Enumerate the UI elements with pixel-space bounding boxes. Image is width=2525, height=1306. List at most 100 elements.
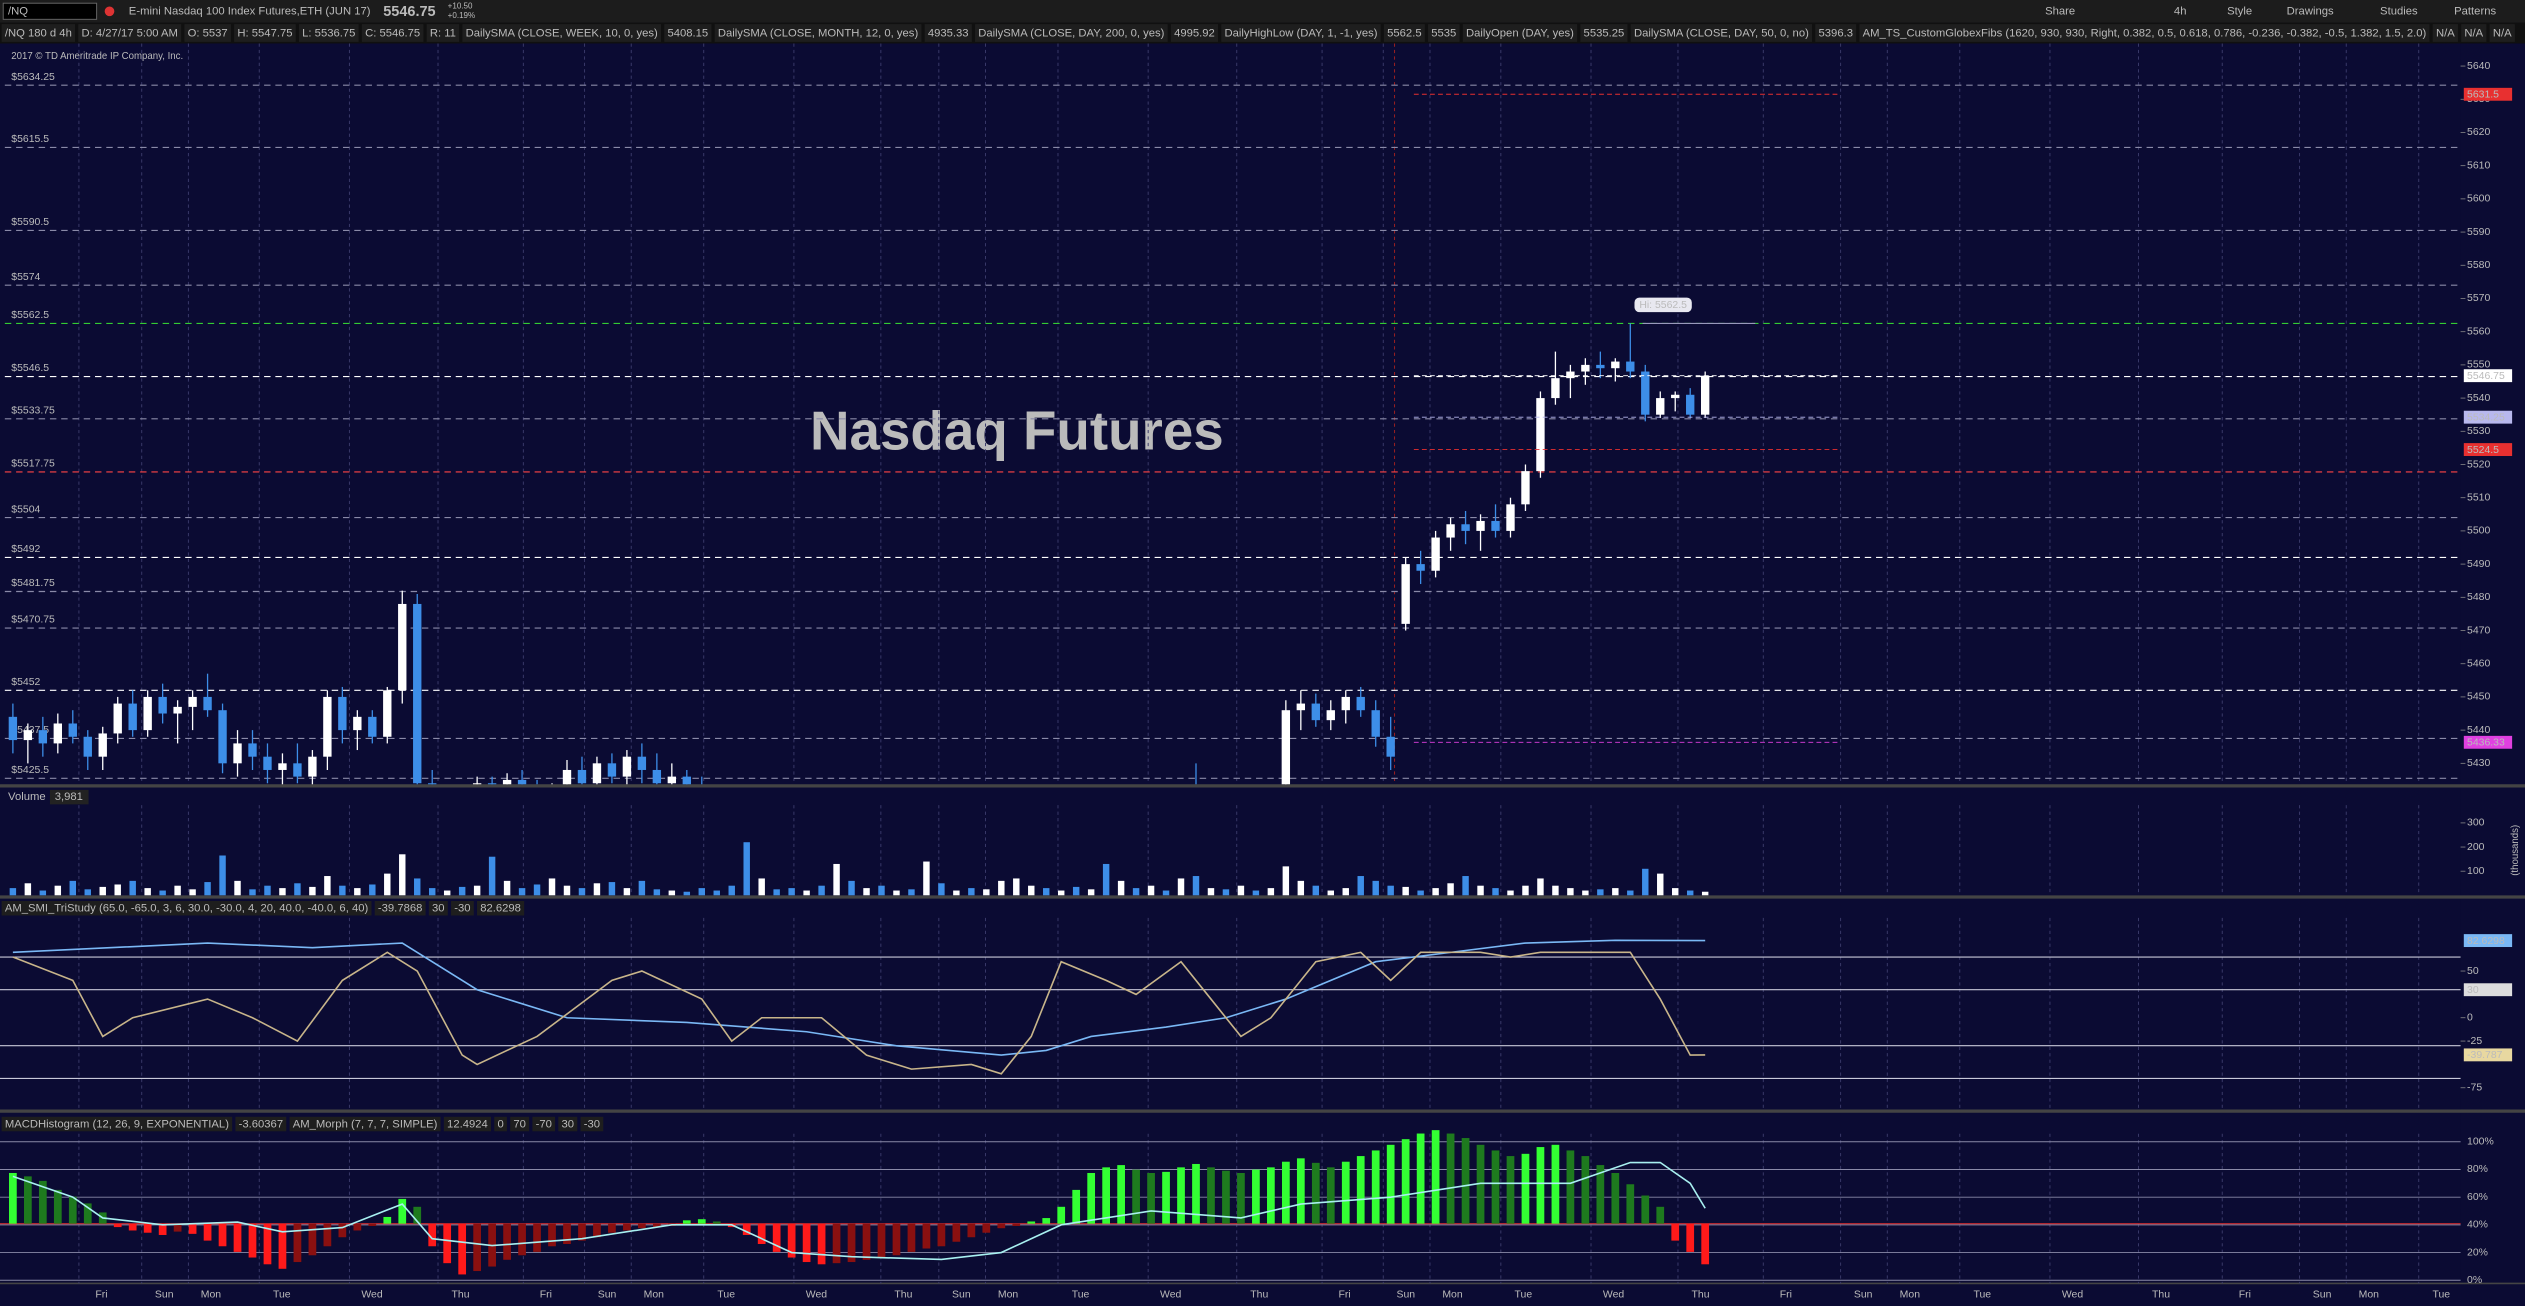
histogram-bar bbox=[1596, 1165, 1605, 1224]
candle-body bbox=[83, 736, 92, 757]
candle-body bbox=[428, 783, 437, 785]
histogram-bar bbox=[922, 1223, 931, 1249]
smi-fast-line bbox=[12, 951, 1706, 1075]
y-tick-label: 80% bbox=[2467, 1164, 2488, 1175]
histogram-bar bbox=[1296, 1158, 1305, 1224]
volume-bar bbox=[1327, 890, 1334, 896]
candle-body bbox=[622, 756, 632, 777]
y-tick-label: -25 bbox=[2467, 1036, 2482, 1047]
description: E-mini Nasdaq 100 Index Futures,ETH (JUN… bbox=[129, 6, 371, 18]
toolbar-button[interactable]: Studies bbox=[2380, 6, 2418, 18]
smi-slow-line bbox=[12, 939, 1706, 1056]
histogram-bar bbox=[862, 1223, 871, 1260]
candle-body bbox=[577, 769, 587, 784]
histogram-bar bbox=[1281, 1161, 1290, 1224]
readout-box bbox=[664, 24, 712, 42]
histogram-bar bbox=[1162, 1171, 1170, 1224]
candle-body bbox=[23, 730, 33, 741]
histogram-bar bbox=[1012, 1223, 1021, 1226]
readout-box bbox=[580, 1116, 604, 1132]
volume-bar bbox=[1432, 888, 1439, 896]
volume-bar bbox=[1237, 885, 1245, 896]
volume-bar bbox=[1492, 888, 1499, 896]
candle-body bbox=[1461, 524, 1470, 531]
readout-box bbox=[1859, 24, 2430, 42]
symbol-input[interactable] bbox=[2, 2, 98, 20]
symbol[interactable]: /NQ bbox=[8, 6, 28, 18]
histogram-bar bbox=[638, 1223, 646, 1229]
candle-body bbox=[173, 706, 182, 714]
histogram-bar bbox=[1192, 1163, 1200, 1224]
level-label: $5481.75 bbox=[11, 578, 55, 589]
volume-bar bbox=[773, 889, 780, 896]
histogram-bar bbox=[413, 1206, 422, 1224]
histogram-bar bbox=[338, 1223, 347, 1238]
histogram-bar bbox=[1431, 1130, 1440, 1224]
candle-body bbox=[188, 696, 197, 707]
price-marker bbox=[2463, 87, 2513, 101]
readout: 70 bbox=[513, 1118, 526, 1130]
histogram-bar bbox=[1132, 1169, 1140, 1224]
histogram-bar bbox=[1461, 1138, 1470, 1224]
volume-bar bbox=[863, 888, 870, 896]
volume-bar bbox=[683, 891, 691, 896]
toolbar-button[interactable]: Drawings bbox=[2287, 6, 2334, 18]
volume-bar bbox=[1417, 890, 1424, 896]
volume-bar bbox=[189, 889, 196, 896]
readout-box bbox=[426, 24, 460, 42]
histogram-bar bbox=[952, 1223, 961, 1242]
histogram-bar bbox=[652, 1223, 661, 1228]
readout: -30 bbox=[454, 903, 470, 915]
volume-bar bbox=[608, 882, 616, 896]
histogram-bar bbox=[593, 1223, 601, 1238]
histogram-bar bbox=[173, 1223, 182, 1232]
volume-bar bbox=[923, 861, 930, 896]
x-tick-label: Mon bbox=[644, 1289, 665, 1300]
candle-body bbox=[1401, 564, 1410, 624]
y-tick-label: 5490 bbox=[2467, 559, 2490, 570]
volume-bar bbox=[54, 885, 62, 896]
x-tick-label: Mon bbox=[1442, 1289, 1463, 1300]
volume-bar bbox=[1087, 889, 1095, 896]
readout: AM_SMI_TriStudy (65.0, -65.0, 3, 6, 30.0… bbox=[5, 903, 369, 915]
volume-bar bbox=[1043, 888, 1050, 896]
volume-bar bbox=[1312, 885, 1320, 896]
readout-box bbox=[1580, 24, 1628, 42]
link-dot[interactable] bbox=[104, 6, 115, 17]
histogram-bar bbox=[1087, 1172, 1096, 1224]
volume-bar bbox=[399, 854, 406, 896]
toolbar-button[interactable]: Patterns bbox=[2454, 6, 2496, 18]
y-tick-label: 5600 bbox=[2467, 194, 2490, 205]
histogram-bar bbox=[428, 1223, 437, 1247]
candle-body bbox=[143, 696, 152, 731]
level-label: $5562.5 bbox=[11, 310, 49, 321]
histogram-bar bbox=[802, 1223, 811, 1263]
candle-body bbox=[1281, 710, 1291, 785]
x-tick-label: Thu bbox=[1250, 1289, 1268, 1300]
histogram-bar bbox=[967, 1223, 976, 1238]
volume-bar bbox=[1177, 878, 1185, 896]
volume-bar bbox=[698, 888, 706, 896]
toolbar bbox=[0, 0, 2525, 23]
toolbar-button[interactable]: Share bbox=[2045, 6, 2075, 18]
volume-bar bbox=[818, 885, 825, 896]
candle-body bbox=[233, 743, 242, 764]
volume-bar bbox=[743, 842, 750, 896]
candle-body bbox=[1671, 394, 1680, 399]
price-marker bbox=[2463, 443, 2513, 456]
volume-bar bbox=[443, 890, 451, 896]
volume-bar bbox=[1057, 890, 1065, 896]
readout: R: 11 bbox=[430, 27, 456, 39]
y-tick-label: 0 bbox=[2467, 1012, 2473, 1023]
volume-axis-label: (thousands) bbox=[2510, 825, 2521, 876]
toolbar-button[interactable]: 4h bbox=[2174, 6, 2187, 18]
x-tick-label: Fri bbox=[540, 1289, 552, 1300]
toolbar-button[interactable]: Style bbox=[2227, 6, 2252, 18]
histogram-bar bbox=[742, 1223, 751, 1235]
y-tick-label: 5430 bbox=[2467, 758, 2490, 769]
volume-bar bbox=[144, 888, 151, 896]
histogram-bar bbox=[623, 1223, 631, 1231]
candle-body bbox=[1641, 371, 1650, 415]
x-tick-label: Sun bbox=[1854, 1289, 1873, 1300]
candle-body bbox=[1341, 696, 1350, 711]
